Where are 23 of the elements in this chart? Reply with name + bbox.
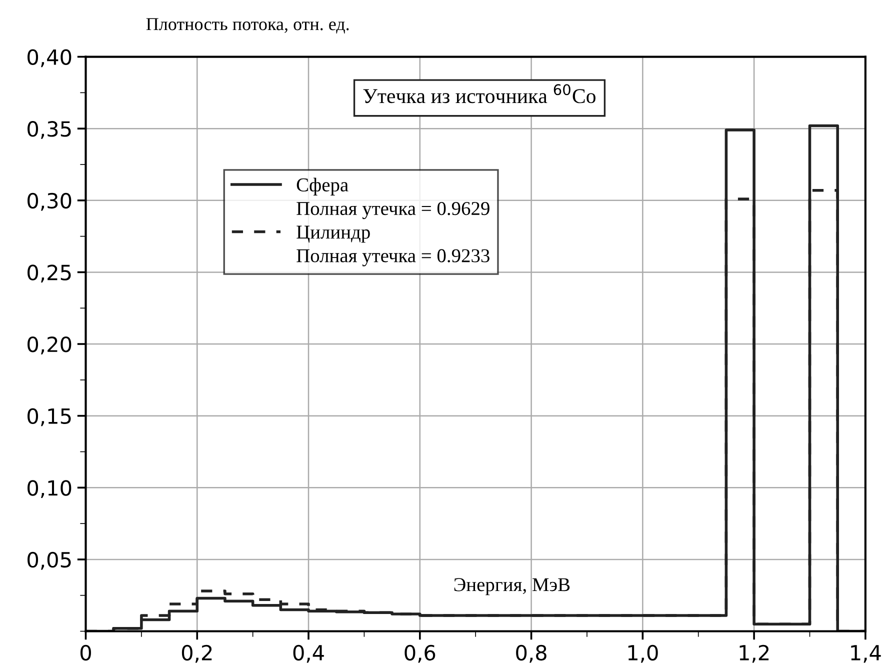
y-tick-label: 0,05 bbox=[28, 552, 71, 570]
y-tick-label: 0,35 bbox=[28, 121, 71, 139]
annotation: Полная утечка = 0.9629 bbox=[296, 202, 490, 220]
x-tick-label: 1,4 bbox=[851, 645, 881, 663]
x-tick-label: 1,0 bbox=[628, 644, 658, 663]
x-tick-label: 0,2 bbox=[182, 644, 212, 663]
y-tick-label: 0,10 bbox=[28, 480, 72, 498]
y-tick-label: 0,20 bbox=[28, 336, 72, 354]
y-tick-label: 0,40 bbox=[28, 49, 72, 68]
y-tick-label: 0,25 bbox=[28, 264, 71, 283]
x-tick-label: 0,8 bbox=[516, 644, 546, 663]
x-tick-label: 1,2 bbox=[740, 644, 769, 663]
legend-label: Цилиндр bbox=[296, 226, 370, 243]
y-axis-title: Плотность потока, отн. ед. bbox=[146, 18, 349, 34]
y-tick-label: 0,15 bbox=[28, 408, 71, 426]
x-axis-title: Энергия, МэВ bbox=[454, 578, 570, 596]
x-tick-label: 0,4 bbox=[293, 644, 324, 663]
annotation: Утечка из источника $^{60}$Co bbox=[363, 84, 596, 104]
x-tick-label: 0 bbox=[80, 644, 91, 661]
legend-label: Сфера bbox=[296, 178, 348, 196]
annotation: Полная утечка = 0.9233 bbox=[296, 249, 490, 266]
y-tick-label: 0,30 bbox=[28, 192, 72, 211]
x-tick-label: 0,6 bbox=[404, 644, 436, 663]
